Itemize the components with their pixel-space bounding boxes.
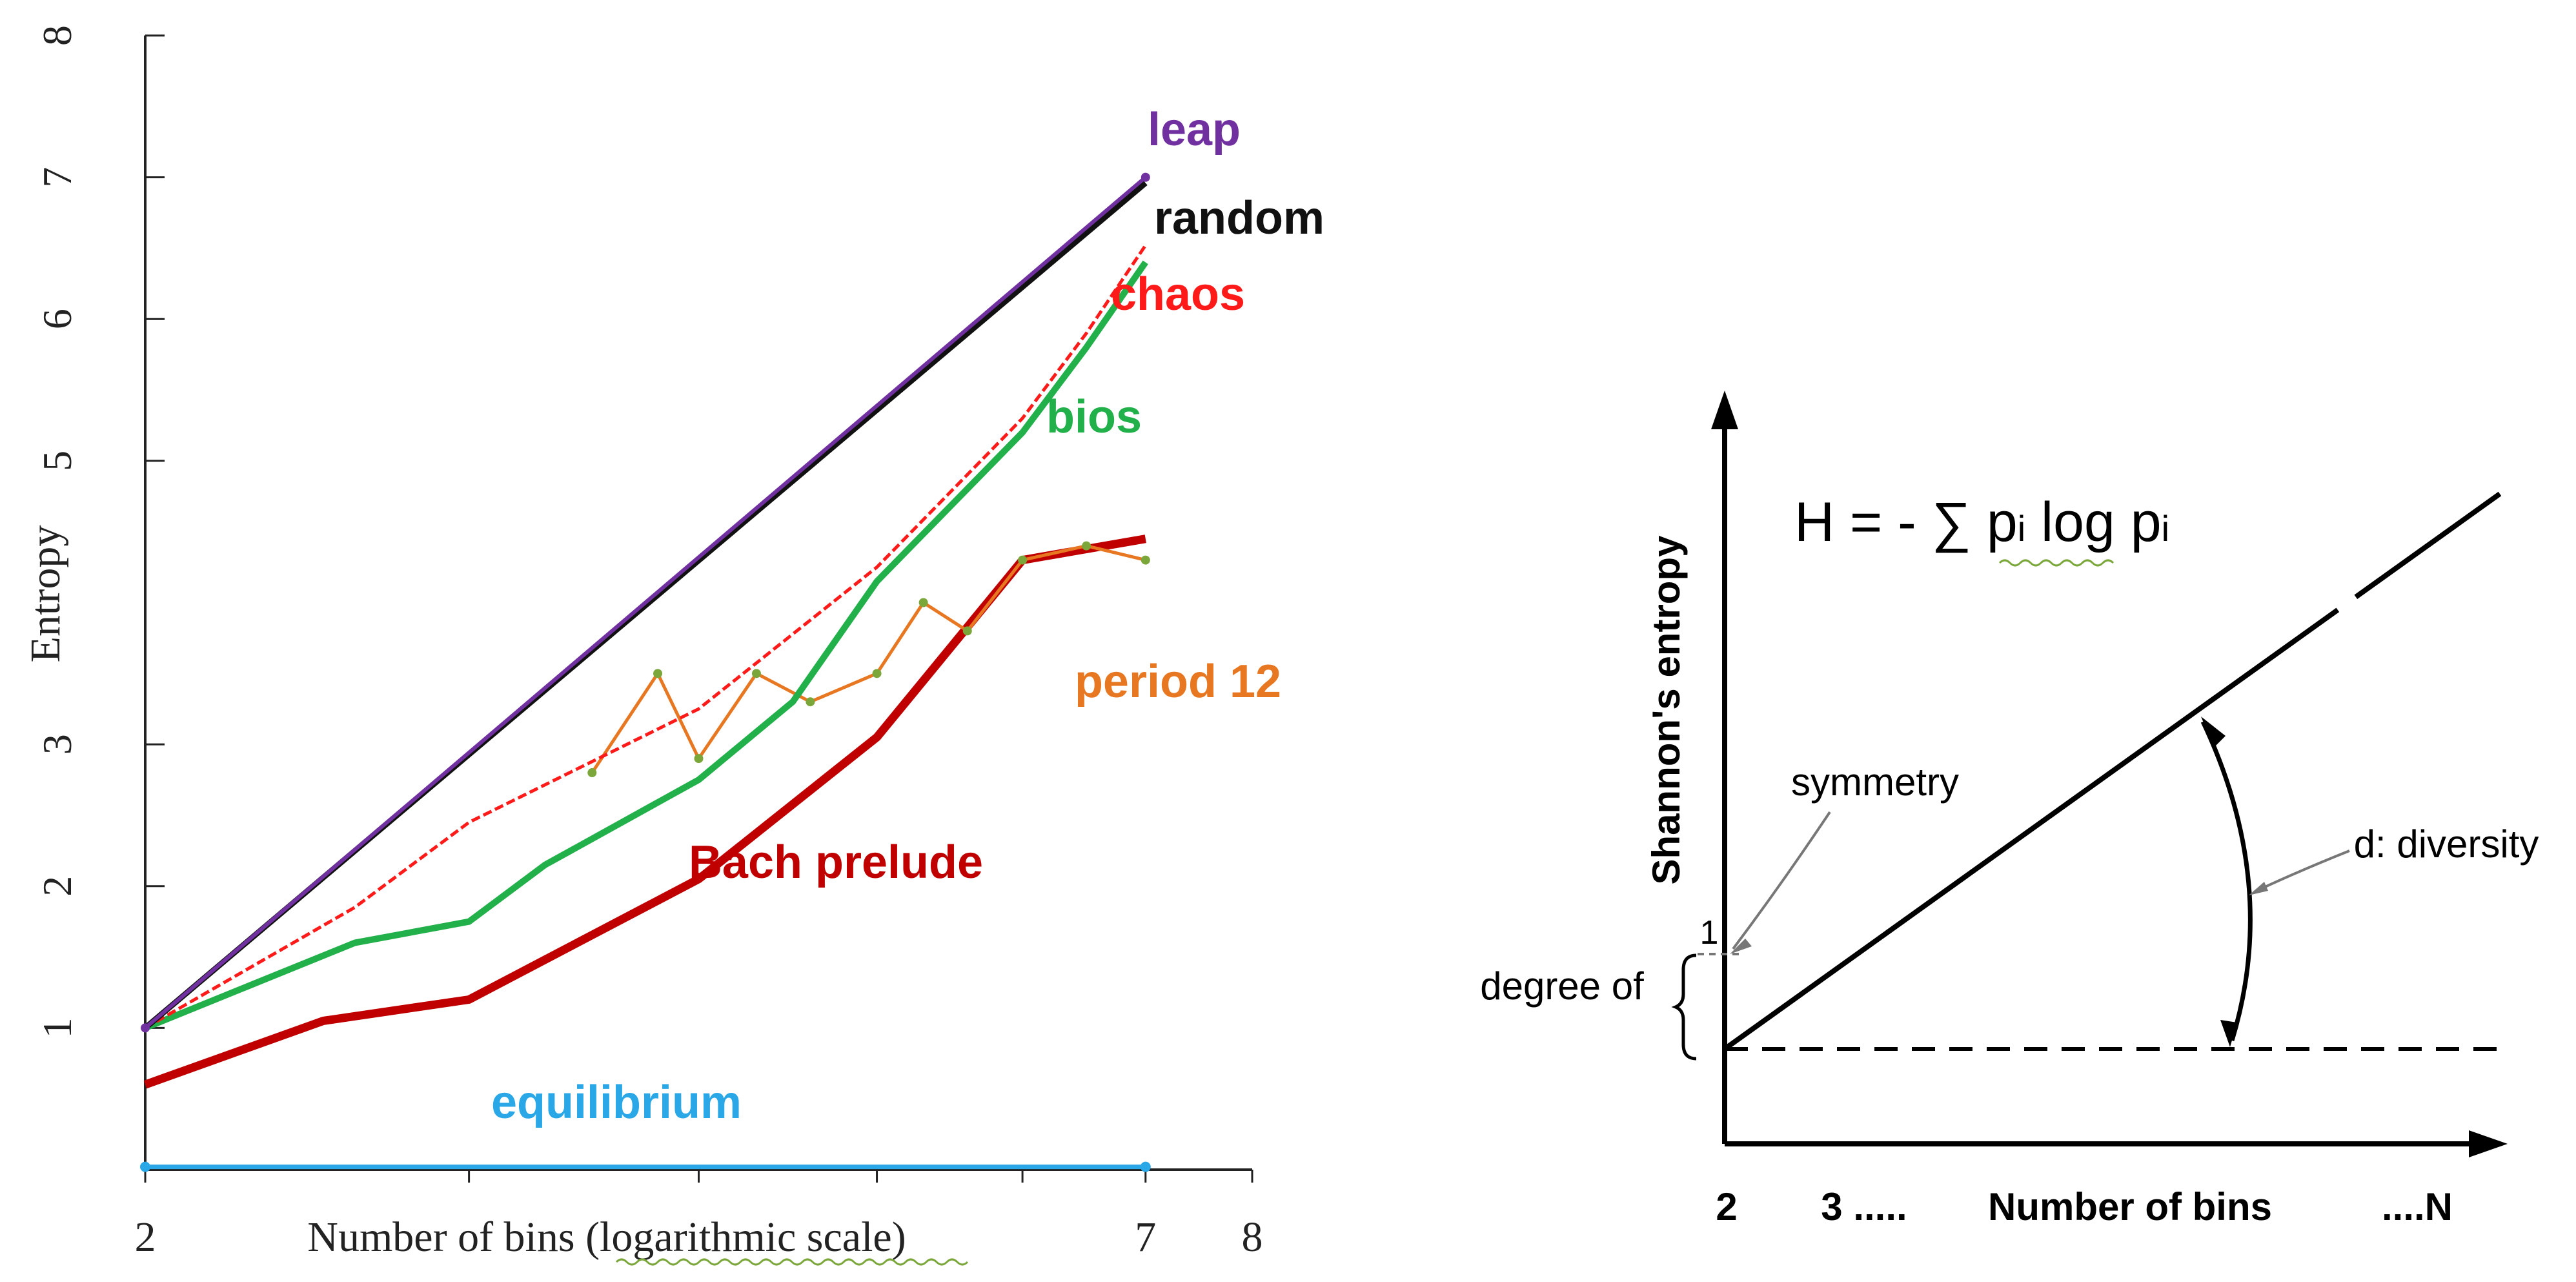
x-tick-label: 7 (1135, 1214, 1156, 1261)
y-axis-arrowhead (1711, 391, 1738, 429)
series-label-chaos: chaos (1111, 269, 1245, 320)
y-tick-label: 2 (34, 876, 80, 897)
equilibrium-point (1140, 1161, 1151, 1172)
symmetry-pointer-head (1730, 939, 1752, 954)
x-axis-label: Number of bins (logarithmic scale) (307, 1214, 906, 1261)
formula-spellcheck-underline (1998, 559, 2115, 567)
y-tick-label: 3 (34, 734, 80, 755)
series-label-bach: Bach prelude (689, 837, 983, 888)
y-tick-label: 1 (34, 1017, 80, 1038)
x-tick-label: 2 (135, 1214, 156, 1261)
shannon-ylabel: Shannon's entropy (1645, 535, 1688, 885)
diversity-arc-head-top (2201, 717, 2226, 748)
series-label-random: random (1154, 192, 1324, 244)
period12-point (1082, 541, 1091, 551)
equilibrium-point (140, 1161, 150, 1172)
series-label-equilibrium: equilibrium (491, 1077, 742, 1128)
diversity-arc-head-bottom (2220, 1020, 2237, 1047)
leap-point (141, 1023, 150, 1033)
symmetry-pointer (1732, 811, 1831, 950)
diversity-pointer (2253, 850, 2350, 893)
y-axis-label: Entropy (22, 525, 69, 663)
leap-point (1141, 172, 1150, 182)
x-tick-label: 8 (1242, 1214, 1263, 1261)
diversity-pointer-head (2249, 882, 2268, 895)
period12-point (587, 768, 597, 778)
period12-point (694, 754, 704, 764)
y-tick-label: 5 (34, 451, 80, 471)
period12-point (653, 669, 663, 678)
period12-point (1141, 555, 1150, 565)
period12-point (962, 626, 972, 636)
y-ticks: 1 2 3 5 6 7 8 (34, 25, 165, 1038)
asymmetry-brace (1671, 953, 1697, 1061)
period12-point (1018, 555, 1028, 565)
series-label-period12: period 12 (1075, 656, 1281, 707)
diversity-label: d: diversity (2354, 822, 2539, 866)
diversity-line (1723, 491, 2502, 1052)
period12-point (751, 669, 761, 678)
x-ticks: 2 7 8 (135, 1170, 1263, 1261)
series-line-bios (144, 260, 1148, 1032)
shannon-entropy-diagram: 1 symmetry degree of d: diversity H = - … (1480, 391, 2539, 1228)
entropy-formula: H = - ∑ pi log pi (1794, 491, 2169, 553)
y-tick-label: 6 (34, 309, 80, 329)
entropy-line-chart: 1 2 3 5 6 7 8 2 7 8 leap random chaos bios period 12… (22, 25, 1324, 1266)
spellcheck-underline (615, 1258, 969, 1266)
diversity-arc (2200, 720, 2253, 1042)
y-tick-label: 7 (34, 167, 80, 188)
period12-point (806, 697, 815, 707)
series-lines (140, 172, 1151, 1172)
y-tick-1: 1 (1700, 914, 1719, 951)
line-gap-mark (2335, 594, 2358, 613)
series-label-bios: bios (1046, 391, 1142, 443)
x-label-3: 3 ..... (1821, 1185, 1907, 1228)
period12-point (872, 669, 882, 678)
x-label-n: ....N (2382, 1185, 2453, 1228)
y-tick-label: 8 (34, 25, 80, 46)
x-label-number-of-bins: Number of bins (1988, 1185, 2272, 1228)
series-line-chaos (144, 244, 1147, 1030)
period12-point (918, 598, 928, 607)
degree-of-label: degree of (1480, 964, 1644, 1008)
symmetry-label: symmetry (1791, 760, 1959, 804)
x-label-2: 2 (1716, 1185, 1737, 1228)
series-line-leap (144, 176, 1147, 1030)
x-axis-arrowhead (2469, 1130, 2508, 1157)
series-labels: leap random chaos bios period 12 Bach prelude… (491, 104, 1324, 1128)
series-label-leap: leap (1148, 104, 1241, 156)
